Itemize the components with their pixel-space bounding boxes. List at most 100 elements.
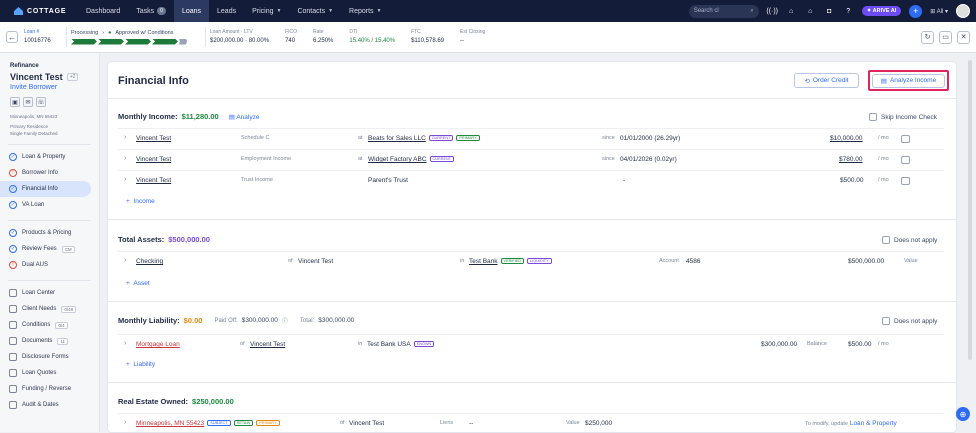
- search-input[interactable]: Search cl ⌕: [688, 4, 759, 18]
- email-icon[interactable]: ✉: [23, 97, 33, 107]
- stage-segment: [71, 38, 97, 45]
- add-button[interactable]: +: [909, 4, 923, 18]
- sidebar-item-disclosure-forms[interactable]: Disclosure Forms: [0, 349, 99, 365]
- chevron-down-icon: ▼: [376, 8, 382, 14]
- chevron-right-icon[interactable]: ›: [124, 176, 127, 183]
- invite-borrower-link[interactable]: Invite Borrower: [10, 84, 58, 91]
- nav-contacts[interactable]: Contacts ▼: [297, 7, 334, 15]
- document-icon: ▤: [880, 77, 887, 85]
- page-icon: [9, 289, 17, 297]
- count-badge: 11: [57, 337, 69, 345]
- arive-ai-button[interactable]: ✦ ARIVE AI: [861, 6, 902, 16]
- divider: [108, 98, 956, 99]
- chevron-right-icon[interactable]: ›: [124, 419, 127, 426]
- order-credit-button[interactable]: ⟲ Order Credit: [794, 73, 859, 88]
- arrow-left-icon: ←: [8, 32, 16, 42]
- sidebar-item-audit-dates[interactable]: Audit & Dates: [0, 397, 99, 413]
- nav-loans[interactable]: Loans: [173, 0, 210, 22]
- stage-segment: [98, 38, 124, 45]
- analyze-income-highlight: ▤ Analyze Income: [868, 70, 949, 91]
- notification-icon[interactable]: ◘: [827, 7, 832, 15]
- id-card-icon[interactable]: ▣: [10, 97, 20, 107]
- sidebar-item-client-needs[interactable]: Client Needs 0/48: [0, 301, 99, 317]
- checkbox[interactable]: [882, 236, 890, 244]
- add-asset-link[interactable]: + Asset: [126, 280, 150, 287]
- main-content: Financial Info ⟲ Order Credit ▤ Analyze In…: [101, 53, 965, 433]
- add-liability-link[interactable]: + Liability: [126, 361, 156, 368]
- brand-logo[interactable]: COTTAGE: [14, 7, 78, 15]
- help-icon[interactable]: ?: [846, 7, 851, 15]
- sidebar-item-va-loan[interactable]: ✓ VA Loan: [9, 201, 45, 209]
- sidebar-item-products-pricing[interactable]: ✓ Products & Pricing: [9, 229, 72, 237]
- sidebar-item-funding-reverse[interactable]: Funding / Reverse: [0, 381, 99, 397]
- refresh-icon[interactable]: ↻: [921, 30, 934, 44]
- dti-ratio: DTI 15.40% / 15.40%: [349, 29, 396, 44]
- avatar[interactable]: [956, 4, 970, 18]
- nav-leads[interactable]: Leads: [217, 7, 237, 15]
- page-icon: [9, 337, 17, 345]
- skip-income-check[interactable]: Skip Income Check: [869, 113, 937, 121]
- dot-icon: ●: [108, 29, 112, 36]
- check-icon: ✓: [9, 245, 17, 253]
- page-icon: [9, 401, 17, 409]
- asset-row[interactable]: › Checking of Vincent Test in Test Bank V…: [118, 251, 944, 271]
- sidebar-item-documents[interactable]: Documents 11: [0, 333, 99, 349]
- loan-stage-progress[interactable]: Processing › ● Approved w/ Conditions: [71, 30, 201, 45]
- sidebar-item-financial-info[interactable]: ✓ Financial Info: [0, 181, 91, 197]
- nav-dashboard[interactable]: Dashboard: [86, 7, 121, 15]
- nav-tasks[interactable]: Tasks 0: [128, 0, 174, 22]
- house-icon: [14, 7, 23, 15]
- liability-does-not-apply[interactable]: Does not apply: [882, 317, 937, 325]
- analyze-income-button[interactable]: ▤ Analyze Income: [872, 73, 945, 88]
- chevron-down-icon: ▼: [328, 8, 334, 14]
- sidebar-item-review-fees[interactable]: ✓ Review Fees CM: [0, 241, 99, 257]
- page-icon: [9, 305, 17, 313]
- chevron-right-icon[interactable]: ›: [124, 340, 127, 347]
- assets-does-not-apply[interactable]: Does not apply: [882, 236, 937, 244]
- liability-row[interactable]: › Mortgage Loan of Vincent Test in Test …: [118, 334, 944, 354]
- income-row[interactable]: › Vincent Test Trust Income Parent's Trust -…: [118, 170, 944, 190]
- analyze-link[interactable]: ▤ Analyze: [228, 113, 260, 121]
- loan-number: Loan #10016776: [24, 29, 51, 44]
- estimated-closing: Est Closing --: [460, 29, 486, 44]
- loan-sidebar: Refinance Vincent Test +2 Invite Borrower…: [0, 53, 100, 432]
- comment-icon[interactable]: [901, 177, 910, 185]
- loan-amount-ltv: Loan Amount · LTV $200,000.00 · 80.00%: [210, 29, 270, 44]
- broadcast-icon[interactable]: ((·)): [766, 7, 779, 15]
- alert-icon: !: [9, 169, 17, 177]
- nav-reports[interactable]: Reports ▼: [349, 7, 382, 15]
- income-row[interactable]: › Vincent Test Employment Income at Widget F…: [118, 149, 944, 169]
- loan-property-link[interactable]: Loan & Property: [849, 420, 897, 427]
- home-icon[interactable]: ⌂: [789, 7, 794, 15]
- sidebar-item-loan-quotes[interactable]: Loan Quotes: [0, 365, 99, 381]
- comment-icon[interactable]: [901, 135, 910, 143]
- checkbox[interactable]: [869, 113, 877, 121]
- scope-select[interactable]: ⊞ All ▾: [930, 8, 948, 15]
- checkbox[interactable]: [882, 317, 890, 325]
- sidebar-item-dual-aus[interactable]: ! Dual AUS: [0, 257, 99, 273]
- back-button[interactable]: ←: [6, 31, 18, 43]
- chevron-right-icon[interactable]: ›: [124, 155, 127, 162]
- sidebar-item-loan-property[interactable]: ✓ Loan & Property: [9, 153, 66, 161]
- bank-icon[interactable]: ⌂: [808, 7, 813, 15]
- sidebar-item-borrower-info[interactable]: ! Borrower Info: [0, 165, 99, 181]
- help-fab-button[interactable]: ⊕: [956, 407, 970, 421]
- close-icon[interactable]: ✕: [957, 30, 970, 44]
- loan-summary-bar: ← Loan #10016776 Processing › ● Approved w/…: [0, 22, 976, 53]
- add-income-link[interactable]: + Income: [126, 198, 155, 205]
- sidebar-item-loan-center[interactable]: Loan Center: [0, 285, 99, 301]
- chat-icon[interactable]: ▭: [939, 30, 952, 44]
- divider: [205, 27, 206, 47]
- sidebar-item-conditions[interactable]: Conditions 0/4: [0, 317, 99, 333]
- divider: [108, 219, 956, 220]
- nav-pricing[interactable]: Pricing ▼: [252, 7, 282, 15]
- scrollbar[interactable]: [968, 60, 972, 360]
- comment-icon[interactable]: [901, 156, 910, 164]
- monthly-liability-header: Monthly Liability: $0.00 Paid Off: $300,000…: [118, 316, 355, 325]
- stage-segment: [152, 38, 178, 45]
- chevron-right-icon[interactable]: ›: [124, 134, 127, 141]
- phone-icon[interactable]: ☏: [36, 97, 46, 107]
- reo-row[interactable]: › Minneapolis, MN 55423 SUBJECT RETAIN PRIM…: [118, 413, 944, 432]
- chevron-right-icon[interactable]: ›: [124, 257, 127, 264]
